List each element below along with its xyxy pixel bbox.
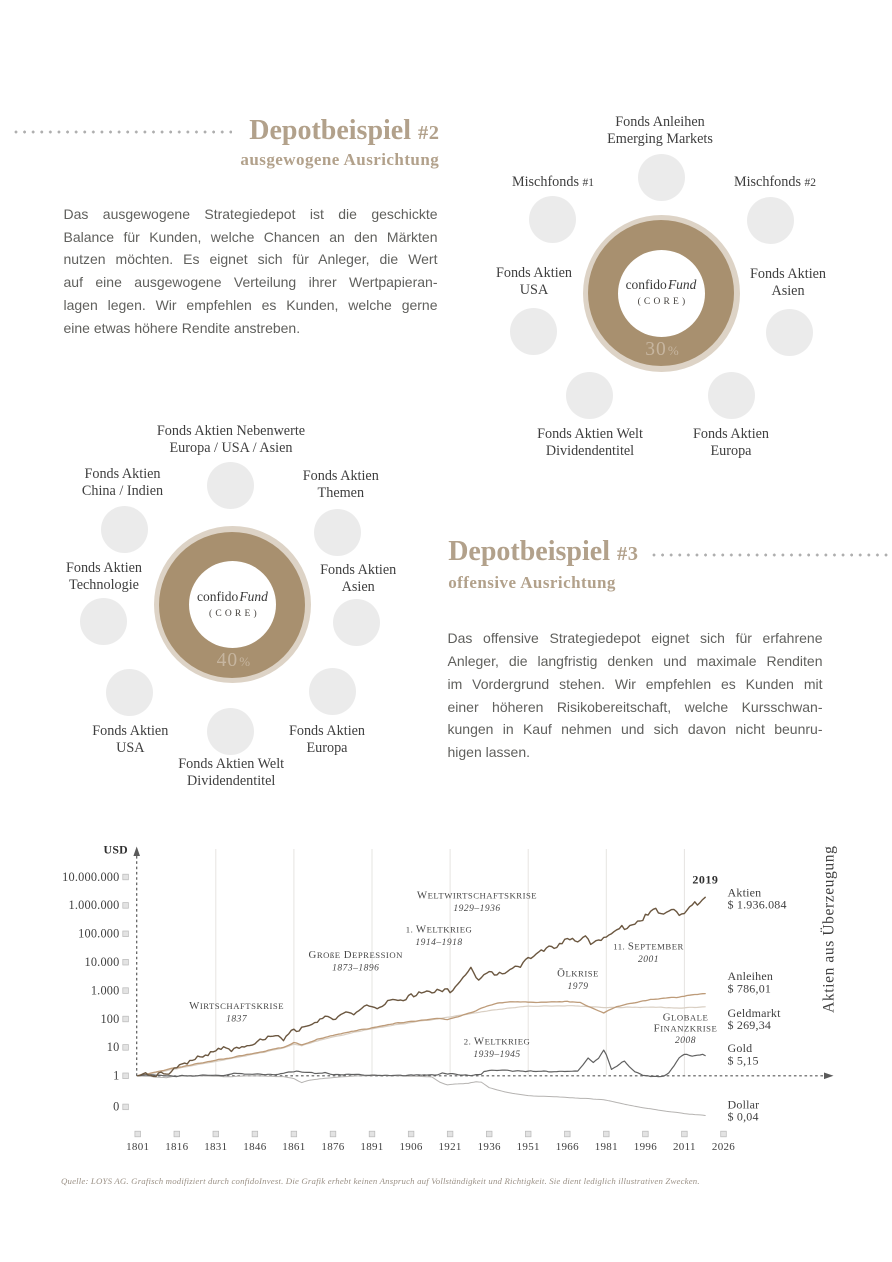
svg-text:1846: 1846 [243, 1141, 266, 1153]
svg-text:1816: 1816 [165, 1141, 188, 1153]
svg-text:1914–1918: 1914–1918 [415, 938, 462, 948]
svg-text:Anleihen: Anleihen [728, 969, 774, 983]
svg-text:1876: 1876 [321, 1141, 344, 1153]
svg-text:GLOBALE: GLOBALE [663, 1012, 709, 1024]
svg-text:2001: 2001 [638, 955, 659, 965]
svg-text:ÖLKRISE: ÖLKRISE [557, 968, 599, 980]
svg-text:Gold: Gold [728, 1041, 753, 1055]
svg-text:WIRTSCHAFTSKRISE: WIRTSCHAFTSKRISE [189, 1000, 284, 1012]
svg-text:Dollar: Dollar [728, 1097, 760, 1111]
svg-text:1996: 1996 [634, 1141, 657, 1153]
svg-text:USD: USD [104, 843, 129, 857]
svg-text:1: 1 [113, 1069, 119, 1083]
svg-text:1.000.000: 1.000.000 [69, 898, 120, 912]
svg-text:10: 10 [107, 1040, 120, 1054]
svg-text:1837: 1837 [226, 1015, 248, 1025]
svg-text:10.000.000: 10.000.000 [62, 870, 119, 884]
svg-text:1861: 1861 [282, 1141, 305, 1153]
svg-text:$ 269,34: $ 269,34 [728, 1018, 772, 1032]
svg-text:1831: 1831 [204, 1141, 227, 1153]
svg-text:Aktien aus Überzeugung: Aktien aus Überzeugung [821, 846, 838, 1013]
svg-text:Geldmarkt: Geldmarkt [728, 1006, 782, 1020]
svg-text:100: 100 [100, 1012, 119, 1026]
svg-text:1. WELTKRIEG: 1. WELTKRIEG [406, 924, 473, 936]
svg-text:$ 0,04: $ 0,04 [728, 1110, 759, 1124]
svg-text:WELTWIRTSCHAFTSKRISE: WELTWIRTSCHAFTSKRISE [417, 889, 537, 901]
svg-text:1906: 1906 [399, 1141, 422, 1153]
svg-text:1873–1896: 1873–1896 [332, 964, 379, 974]
svg-text:11. SEPTEMBER: 11. SEPTEMBER [613, 941, 684, 953]
svg-text:1929–1936: 1929–1936 [453, 904, 500, 914]
svg-text:1.000: 1.000 [91, 983, 120, 997]
svg-text:1801: 1801 [126, 1141, 149, 1153]
svg-text:1979: 1979 [568, 982, 589, 992]
svg-text:1891: 1891 [360, 1141, 383, 1153]
svg-text:GROßE DEPRESSION: GROßE DEPRESSION [309, 949, 404, 961]
svg-text:$ 786,01: $ 786,01 [728, 981, 772, 995]
svg-text:2026: 2026 [712, 1141, 735, 1153]
svg-text:FINANZKRISE: FINANZKRISE [654, 1023, 718, 1035]
svg-text:1981: 1981 [595, 1141, 618, 1153]
svg-text:1921: 1921 [438, 1141, 461, 1153]
svg-text:2019: 2019 [692, 873, 718, 887]
svg-text:Aktien: Aktien [728, 885, 762, 899]
svg-text:$ 1.936.084: $ 1.936.084 [728, 898, 787, 912]
svg-text:$ 5,15: $ 5,15 [728, 1053, 759, 1067]
svg-text:1951: 1951 [517, 1141, 540, 1153]
svg-text:2008: 2008 [675, 1036, 696, 1046]
svg-text:100.000: 100.000 [78, 927, 119, 941]
svg-text:1939–1945: 1939–1945 [473, 1050, 520, 1060]
svg-text:2011: 2011 [673, 1141, 696, 1153]
svg-text:10.000: 10.000 [84, 955, 119, 969]
svg-text:2. WELTKRIEG: 2. WELTKRIEG [464, 1036, 531, 1048]
svg-text:1966: 1966 [556, 1141, 579, 1153]
svg-text:1936: 1936 [478, 1141, 501, 1153]
svg-text:0: 0 [113, 1100, 119, 1114]
